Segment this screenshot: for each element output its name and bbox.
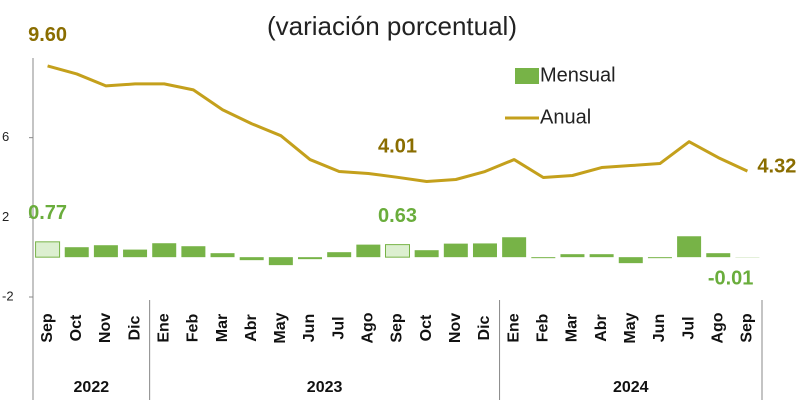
chart-title: (variación porcentual) [267, 11, 517, 41]
x-tick-label: Dic [476, 315, 493, 340]
data-label: -0.01 [708, 267, 754, 289]
data-label: 4.32 [757, 155, 796, 177]
x-tick-label: Sep [39, 313, 56, 343]
bar [210, 253, 235, 258]
x-tick-label: Oct [68, 314, 85, 341]
x-tick-label: Sep [389, 313, 406, 343]
bar [239, 257, 264, 261]
y-tick-label: 6 [2, 129, 9, 144]
line [47, 64, 749, 183]
bar [706, 253, 731, 258]
group-label: 2024 [613, 379, 649, 396]
x-tick-label: Dic [126, 315, 143, 340]
x-tick-label: Ago [709, 312, 726, 343]
data-label: 9.60 [28, 24, 67, 46]
x-tick-label: Mar [214, 314, 231, 342]
x-tick-label: Ene [505, 313, 522, 342]
bar [327, 252, 352, 258]
bar [93, 245, 118, 258]
data-label: 4.01 [378, 136, 417, 158]
bar [647, 257, 672, 259]
bar [443, 243, 468, 258]
x-tick-label: May [272, 312, 289, 343]
bar [502, 237, 527, 258]
x-tick-label: Feb [185, 314, 202, 343]
bar [677, 236, 702, 258]
bar [298, 257, 323, 260]
bar [618, 257, 643, 264]
x-tick-label: May [622, 312, 639, 343]
x-tick-label: Nov [447, 313, 464, 343]
x-tick-label: Jul [680, 316, 697, 339]
group-label: 2022 [74, 379, 110, 396]
bar [414, 250, 439, 258]
x-tick-label: Oct [418, 314, 435, 341]
x-tick-label: Mar [564, 314, 581, 342]
bar [589, 254, 614, 258]
bar [472, 243, 497, 258]
data-label: 0.77 [28, 202, 67, 224]
x-tick-label: Jun [301, 314, 318, 342]
bar [123, 249, 148, 258]
x-tick-label: Nov [97, 313, 114, 343]
bar [64, 247, 89, 258]
bar [268, 257, 293, 266]
bar [35, 241, 61, 258]
bar [356, 244, 381, 258]
data-label: 0.63 [378, 205, 417, 227]
bar [531, 257, 556, 259]
group-label: 2023 [307, 379, 343, 396]
bar [560, 254, 585, 258]
y-tick-label: 2 [2, 209, 9, 224]
x-tick-label: Jun [651, 314, 668, 342]
x-tick-label: Feb [535, 314, 552, 343]
bar [385, 244, 410, 258]
x-tick-label: Ago [360, 312, 377, 343]
x-tick-label: Jul [330, 316, 347, 339]
bar [152, 243, 177, 258]
x-tick-label: Abr [593, 314, 610, 342]
y-tick-label: -2 [2, 288, 14, 303]
x-tick-label: Ene [155, 313, 172, 342]
legend-label: Anual [540, 106, 591, 128]
bar [181, 246, 206, 258]
x-tick-label: Abr [243, 314, 260, 342]
x-tick-label: Sep [739, 313, 756, 343]
legend-swatch [515, 68, 539, 84]
legend-label: Mensual [540, 64, 616, 86]
